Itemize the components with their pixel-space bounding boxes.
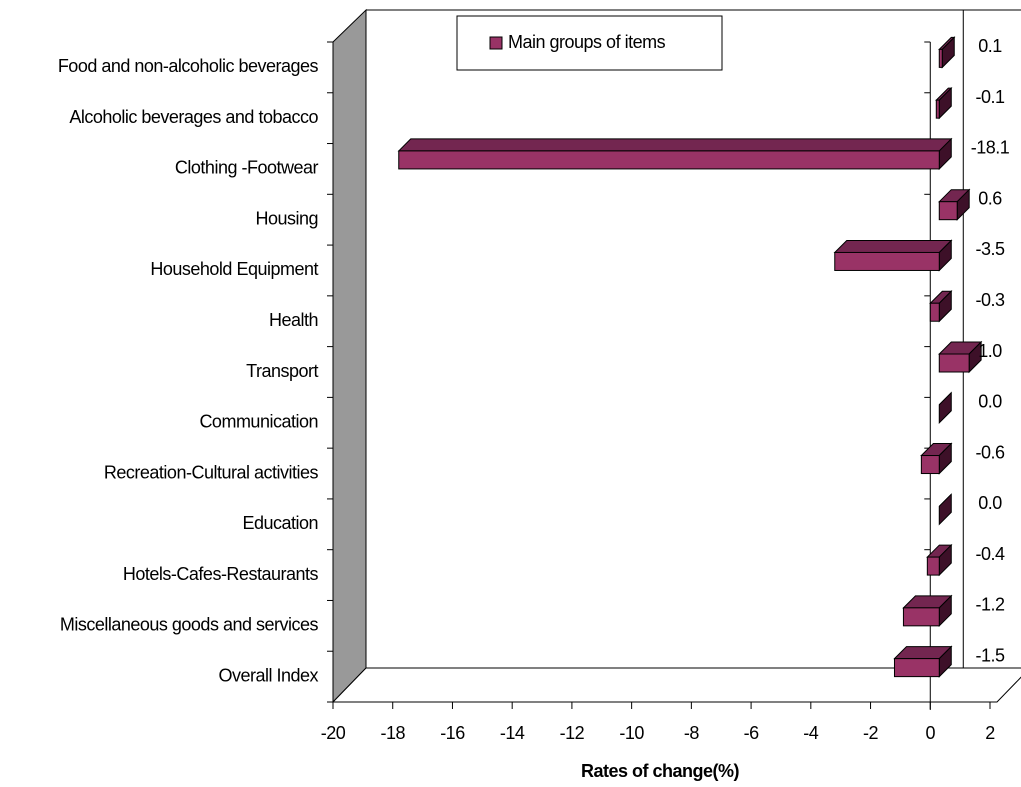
value-label: 0.0	[978, 392, 1002, 412]
y-tick-label: Health	[269, 310, 318, 330]
y-tick-label: Miscellaneous goods and services	[60, 615, 319, 635]
y-tick-label: Education	[242, 513, 318, 533]
bar	[893, 645, 953, 678]
bar	[935, 86, 953, 120]
bar-front	[834, 251, 940, 271]
value-label: -1.2	[975, 595, 1005, 615]
y-tick-label: Transport	[246, 361, 318, 381]
bar-front	[929, 302, 940, 322]
value-label: 0.1	[978, 36, 1002, 56]
x-tick-label: -18	[380, 723, 405, 743]
bar-front	[893, 658, 940, 678]
y-tick-label: Clothing -Footwear	[175, 158, 319, 178]
bar	[938, 340, 983, 374]
x-tick-label: -10	[619, 723, 644, 743]
y-tick-label: Food and non-alcoholic beverages	[58, 56, 319, 76]
x-tick-label: -4	[803, 723, 818, 743]
x-axis-title: Rates of change(%)	[581, 761, 740, 781]
value-label: -0.4	[975, 544, 1005, 564]
bar	[938, 36, 956, 69]
bar	[397, 137, 953, 171]
x-tick-label: -8	[684, 723, 699, 743]
bar	[902, 594, 953, 628]
y-tick-label: Housing	[255, 208, 318, 228]
value-label: -3.5	[975, 239, 1005, 259]
value-label: -18.1	[971, 138, 1010, 158]
x-tick-label: -6	[744, 723, 759, 743]
bar-front	[938, 201, 958, 221]
y-tick-label: Household Equipment	[150, 259, 318, 279]
x-tick-label: -12	[560, 723, 585, 743]
bar	[938, 391, 952, 424]
x-tick-label: 0	[926, 723, 936, 743]
bar-front	[398, 150, 940, 170]
bar-front	[938, 48, 943, 68]
y-tick-label: Recreation-Cultural activities	[104, 462, 319, 482]
bar	[929, 290, 953, 323]
bar-front	[935, 99, 940, 119]
x-tick-label: -2	[863, 723, 878, 743]
value-label: -0.1	[975, 87, 1005, 107]
x-tick-label: -20	[321, 723, 346, 743]
value-label: -1.5	[975, 645, 1005, 665]
bar-front	[902, 607, 940, 627]
bar	[938, 188, 971, 221]
bar-top	[833, 239, 953, 253]
value-label: 0.6	[978, 188, 1002, 208]
bar	[920, 442, 953, 475]
x-tick-label: -14	[500, 723, 525, 743]
y-tick-label: Alcoholic beverages and tobacco	[69, 107, 318, 127]
legend-label: Main groups of items	[508, 32, 666, 52]
y-tick-label: Hotels-Cafes-Restaurants	[123, 564, 319, 584]
bar-side	[938, 391, 952, 424]
y-tick-label: Communication	[199, 412, 318, 432]
side-wall	[332, 8, 367, 704]
bar	[926, 543, 953, 577]
bar-top	[397, 138, 953, 152]
bar-front	[920, 455, 940, 475]
y-tick-label: Overall Index	[218, 665, 318, 685]
bar	[938, 493, 952, 526]
value-label: 0.0	[978, 493, 1002, 513]
x-tick-label: -16	[440, 723, 465, 743]
bar	[833, 239, 953, 272]
bar-front	[938, 353, 970, 373]
x-tick-label: 2	[985, 723, 995, 743]
value-label: 1.0	[978, 341, 1002, 361]
bar-front	[926, 556, 940, 576]
value-label: -0.3	[975, 290, 1005, 310]
legend-swatch	[489, 36, 503, 50]
bar-side	[938, 493, 952, 526]
value-label: -0.6	[975, 442, 1005, 462]
